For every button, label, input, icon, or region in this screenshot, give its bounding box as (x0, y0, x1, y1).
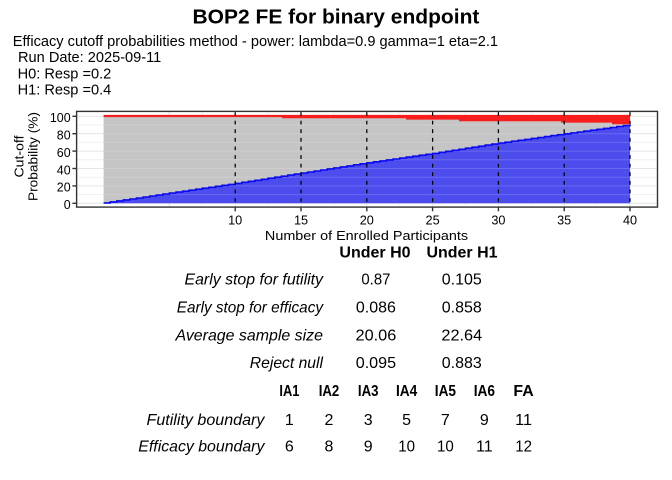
svg-text:0.086: 0.086 (356, 300, 396, 317)
svg-text:22.64: 22.64 (441, 328, 482, 345)
svg-text:10: 10 (228, 214, 242, 228)
svg-text:11: 11 (515, 412, 532, 429)
svg-text:9: 9 (480, 412, 489, 429)
svg-text:Reject null: Reject null (250, 355, 324, 372)
svg-text:0.87: 0.87 (361, 272, 390, 289)
svg-text:2: 2 (325, 412, 334, 429)
svg-text:6: 6 (285, 439, 294, 456)
svg-text:Futility boundary: Futility boundary (147, 412, 266, 429)
svg-text:7: 7 (441, 412, 450, 429)
svg-text:12: 12 (515, 439, 532, 456)
svg-text:11: 11 (476, 439, 493, 456)
svg-text:IA4: IA4 (396, 383, 417, 400)
svg-text:20: 20 (360, 214, 374, 228)
svg-text:Under H1: Under H1 (427, 244, 498, 261)
svg-text:80: 80 (57, 129, 71, 143)
svg-text:Number of Enrolled Participant: Number of Enrolled Participants (265, 228, 468, 243)
svg-text:40: 40 (57, 163, 71, 177)
svg-text:100: 100 (50, 111, 71, 125)
svg-text:0.105: 0.105 (442, 272, 482, 289)
svg-text:9: 9 (364, 439, 373, 456)
svg-text:30: 30 (491, 214, 505, 228)
svg-text:H1: Resp =0.4: H1: Resp =0.4 (18, 82, 112, 99)
svg-text:IA3: IA3 (358, 383, 379, 400)
svg-text:IA2: IA2 (319, 383, 340, 400)
svg-text:0.095: 0.095 (356, 355, 397, 372)
svg-text:FA: FA (513, 383, 533, 400)
svg-text:0.883: 0.883 (442, 355, 482, 372)
svg-text:Cut-off: Cut-off (11, 135, 26, 177)
svg-text:3: 3 (364, 412, 373, 429)
svg-text:15: 15 (294, 214, 308, 228)
svg-text:8: 8 (325, 439, 334, 456)
svg-text:0.858: 0.858 (442, 300, 482, 317)
svg-text:5: 5 (402, 412, 411, 429)
svg-text:Run Date: 2025-09-11: Run Date: 2025-09-11 (18, 49, 161, 66)
svg-text:Efficacy cutoff probabilities: Efficacy cutoff probabilities method - p… (13, 33, 498, 50)
svg-text:10: 10 (437, 439, 454, 456)
svg-text:IA6: IA6 (474, 383, 495, 400)
svg-text:Probability (%): Probability (%) (25, 112, 40, 201)
svg-text:40: 40 (623, 214, 637, 228)
svg-text:25: 25 (426, 214, 440, 228)
svg-text:0: 0 (64, 198, 71, 212)
svg-text:BOP2 FE for binary endpoint: BOP2 FE for binary endpoint (193, 7, 480, 29)
svg-text:IA1: IA1 (279, 383, 299, 400)
svg-text:IA5: IA5 (435, 383, 456, 400)
svg-text:Early stop for efficacy: Early stop for efficacy (177, 300, 324, 317)
svg-text:Average sample size: Average sample size (174, 328, 323, 345)
svg-text:20.06: 20.06 (356, 328, 397, 345)
svg-text:20: 20 (57, 181, 71, 195)
svg-text:1: 1 (285, 412, 294, 429)
svg-text:35: 35 (557, 214, 571, 228)
svg-text:Early stop for futility: Early stop for futility (185, 272, 325, 289)
svg-text:60: 60 (57, 146, 71, 160)
svg-text:H0: Resp =0.2: H0: Resp =0.2 (18, 65, 112, 82)
svg-text:Under H0: Under H0 (339, 244, 410, 261)
svg-text:Efficacy boundary: Efficacy boundary (138, 439, 265, 456)
svg-text:10: 10 (398, 439, 415, 456)
